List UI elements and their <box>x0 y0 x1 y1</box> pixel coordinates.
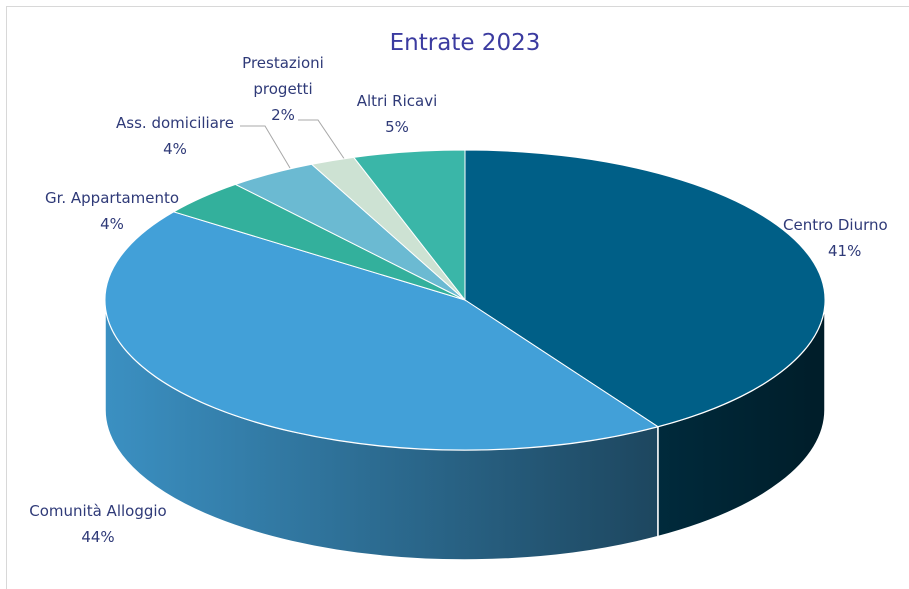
value-label: 2% <box>271 106 295 124</box>
chart-border <box>6 6 909 589</box>
leader-line <box>298 119 346 161</box>
category-label: Altri Ricavi <box>356 92 438 110</box>
slice <box>464 149 826 428</box>
data-label: Altri Ricavi 5% <box>357 88 438 140</box>
leader-line <box>240 125 291 169</box>
value-label: 41% <box>828 242 862 260</box>
category-label: Prestazioni progetti <box>242 54 324 98</box>
data-label: Prestazioni progetti 2% <box>228 50 338 128</box>
data-label: Gr. Appartamento 4% <box>45 185 179 237</box>
value-label: 4% <box>163 140 187 158</box>
category-label: Comunità Alloggio <box>29 502 167 520</box>
value-label: 4% <box>100 215 124 233</box>
category-label: Gr. Appartamento <box>44 189 180 207</box>
data-label: Ass. domiciliare 4% <box>116 110 234 162</box>
category-label: Ass. domiciliare <box>116 114 234 132</box>
chart-title: Entrate 2023 <box>389 30 541 56</box>
value-label: 44% <box>81 528 115 546</box>
slice <box>352 149 466 302</box>
data-label: Centro Diurno 41% <box>783 212 888 264</box>
slice <box>104 211 660 451</box>
value-label: 5% <box>385 118 409 136</box>
data-label: Comunità Alloggio 44% <box>29 498 166 550</box>
category-label: Centro Diurno <box>783 216 888 234</box>
